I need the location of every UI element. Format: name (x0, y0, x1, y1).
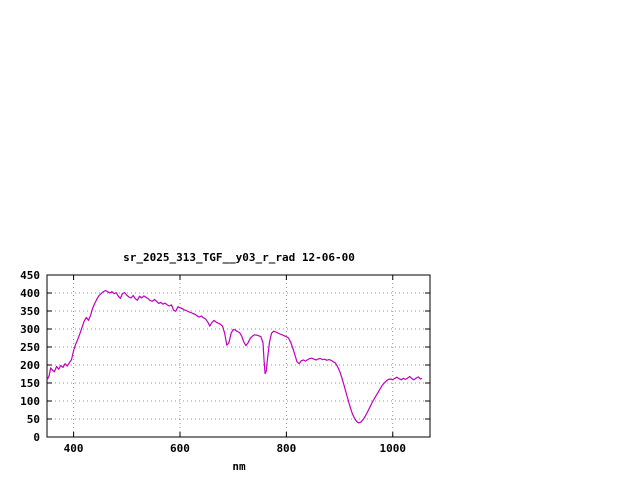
y-tick-label: 0 (33, 431, 40, 444)
x-tick-label: 400 (64, 442, 84, 455)
y-tick-label: 250 (20, 341, 40, 354)
y-tick-label: 400 (20, 287, 40, 300)
y-tick-label: 450 (20, 269, 40, 282)
x-axis-label: nm (232, 460, 246, 473)
y-tick-label: 350 (20, 305, 40, 318)
x-tick-label: 600 (170, 442, 190, 455)
x-tick-label: 800 (276, 442, 296, 455)
spectrum-line (46, 289, 423, 424)
y-tick-label: 100 (20, 395, 40, 408)
x-tick-label: 1000 (380, 442, 407, 455)
y-tick-label: 300 (20, 323, 40, 336)
plot-border (46, 274, 431, 438)
y-tick-label: 50 (27, 413, 40, 426)
chart-title: sr_2025_313_TGF__y03_r_rad 12-06-00 (123, 251, 355, 264)
y-tick-label: 150 (20, 377, 40, 390)
y-tick-label: 200 (20, 359, 40, 372)
